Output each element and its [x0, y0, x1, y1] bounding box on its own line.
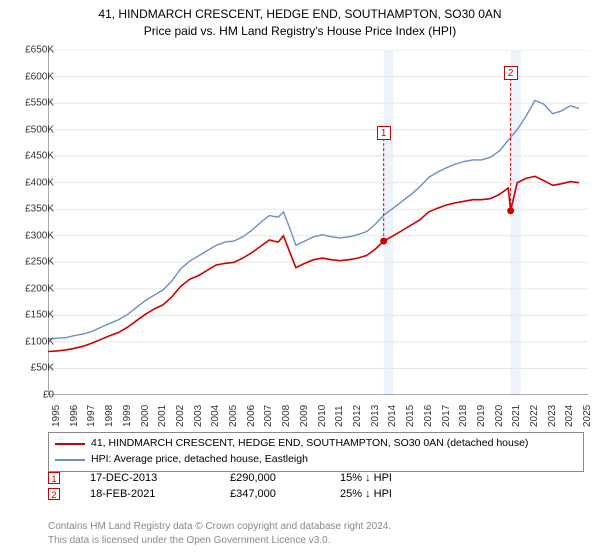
x-tick-label: 1996 — [69, 405, 80, 427]
legend-row-property: 41, HINDMARCH CRESCENT, HEDGE END, SOUTH… — [55, 436, 577, 452]
y-tick-label: £550K — [25, 98, 54, 109]
legend-label-hpi: HPI: Average price, detached house, East… — [91, 452, 308, 468]
x-tick-label: 2019 — [476, 405, 487, 427]
y-tick-label: £300K — [25, 230, 54, 241]
x-tick-label: 2018 — [458, 405, 469, 427]
y-tick-label: £250K — [25, 257, 54, 268]
x-tick-label: 2011 — [334, 405, 345, 427]
x-tick-label: 2015 — [405, 405, 416, 427]
chart-container: 41, HINDMARCH CRESCENT, HEDGE END, SOUTH… — [0, 0, 600, 560]
legend-swatch-property — [55, 443, 85, 445]
footer-attribution: Contains HM Land Registry data © Crown c… — [48, 520, 391, 548]
y-tick-label: £350K — [25, 204, 54, 215]
y-tick-label: £50K — [31, 363, 54, 374]
x-tick-label: 1999 — [122, 405, 133, 427]
y-tick-label: £400K — [25, 177, 54, 188]
footer-line1: Contains HM Land Registry data © Crown c… — [48, 520, 391, 534]
legend-swatch-hpi — [55, 459, 85, 461]
sale-marker-1: 1 — [48, 472, 60, 484]
x-tick-label: 2021 — [511, 405, 522, 427]
x-tick-label: 2024 — [564, 405, 575, 427]
x-tick-label: 2003 — [193, 405, 204, 427]
chart-sale-marker-2: 2 — [504, 66, 518, 80]
x-tick-label: 2013 — [370, 405, 381, 427]
y-tick-label: £200K — [25, 283, 54, 294]
x-tick-label: 2010 — [317, 405, 328, 427]
title-line1: 41, HINDMARCH CRESCENT, HEDGE END, SOUTH… — [0, 6, 600, 23]
title-line2: Price paid vs. HM Land Registry's House … — [0, 23, 600, 40]
x-tick-label: 2017 — [441, 405, 452, 427]
sale-hpi-1: 15% ↓ HPI — [340, 472, 440, 484]
x-tick-label: 2023 — [547, 405, 558, 427]
chart-title: 41, HINDMARCH CRESCENT, HEDGE END, SOUTH… — [0, 0, 600, 40]
x-tick-label: 1995 — [51, 405, 62, 427]
x-tick-label: 2012 — [352, 405, 363, 427]
y-tick-label: £450K — [25, 151, 54, 162]
y-tick-label: £100K — [25, 336, 54, 347]
x-tick-label: 2002 — [175, 405, 186, 427]
x-tick-label: 2014 — [387, 405, 398, 427]
x-tick-label: 2016 — [423, 405, 434, 427]
sale-hpi-2: 25% ↓ HPI — [340, 488, 440, 500]
sale-date-1: 17-DEC-2013 — [90, 472, 200, 484]
x-tick-label: 1998 — [104, 405, 115, 427]
legend-box: 41, HINDMARCH CRESCENT, HEDGE END, SOUTH… — [48, 432, 584, 472]
x-tick-label: 2006 — [246, 405, 257, 427]
x-tick-label: 2005 — [228, 405, 239, 427]
chart-svg — [48, 50, 588, 395]
sales-table: 1 17-DEC-2013 £290,000 15% ↓ HPI 2 18-FE… — [48, 472, 588, 504]
chart-sale-marker-1: 1 — [377, 126, 391, 140]
x-tick-label: 2000 — [140, 405, 151, 427]
x-tick-label: 2020 — [494, 405, 505, 427]
sale-row-2: 2 18-FEB-2021 £347,000 25% ↓ HPI — [48, 488, 588, 500]
x-tick-label: 2009 — [299, 405, 310, 427]
x-tick-label: 2008 — [281, 405, 292, 427]
sale-price-2: £347,000 — [230, 488, 310, 500]
x-tick-label: 1997 — [86, 405, 97, 427]
legend-row-hpi: HPI: Average price, detached house, East… — [55, 452, 577, 468]
chart-area — [48, 50, 588, 395]
y-tick-label: £0 — [43, 390, 54, 401]
y-tick-label: £600K — [25, 71, 54, 82]
y-tick-label: £650K — [25, 45, 54, 56]
y-tick-label: £150K — [25, 310, 54, 321]
sale-row-1: 1 17-DEC-2013 £290,000 15% ↓ HPI — [48, 472, 588, 484]
sale-date-2: 18-FEB-2021 — [90, 488, 200, 500]
x-tick-label: 2025 — [582, 405, 593, 427]
x-tick-label: 2004 — [210, 405, 221, 427]
x-tick-label: 2022 — [529, 405, 540, 427]
x-tick-label: 2007 — [263, 405, 274, 427]
legend-label-property: 41, HINDMARCH CRESCENT, HEDGE END, SOUTH… — [91, 436, 528, 452]
sale-price-1: £290,000 — [230, 472, 310, 484]
y-tick-label: £500K — [25, 124, 54, 135]
x-tick-label: 2001 — [157, 405, 168, 427]
sale-marker-2: 2 — [48, 488, 60, 500]
footer-line2: This data is licensed under the Open Gov… — [48, 534, 391, 548]
